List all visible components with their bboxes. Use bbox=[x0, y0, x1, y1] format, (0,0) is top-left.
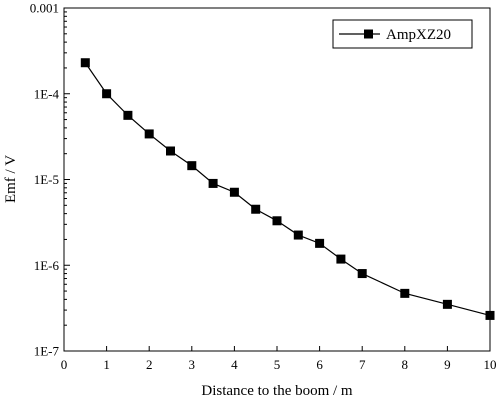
x-tick-label: 5 bbox=[274, 357, 281, 372]
series-layer bbox=[80, 58, 495, 320]
y-tick-label: 1E-5 bbox=[34, 172, 59, 187]
series-line bbox=[84, 62, 491, 317]
y-axis-title: Emf / V bbox=[3, 155, 19, 203]
y-tick-label: 1E-7 bbox=[34, 344, 60, 359]
data-point bbox=[102, 89, 112, 99]
data-point bbox=[80, 58, 90, 68]
data-point bbox=[123, 110, 133, 120]
data-point bbox=[336, 254, 346, 264]
x-tick-label: 6 bbox=[316, 357, 323, 372]
x-tick-label: 0 bbox=[61, 357, 68, 372]
legend-label: AmpXZ20 bbox=[386, 27, 451, 43]
x-tick-label: 1 bbox=[103, 357, 110, 372]
data-point bbox=[144, 129, 154, 139]
data-point bbox=[442, 299, 452, 309]
x-tick-label: 9 bbox=[444, 357, 451, 372]
data-point bbox=[208, 178, 218, 188]
x-tick-label: 4 bbox=[231, 357, 238, 372]
data-point bbox=[251, 204, 261, 214]
x-axis-title: Distance to the boom / m bbox=[201, 383, 353, 399]
plot-frame bbox=[63, 7, 491, 352]
data-point bbox=[293, 230, 303, 240]
data-point bbox=[166, 146, 175, 156]
data-point bbox=[315, 238, 325, 248]
data-point bbox=[272, 216, 282, 226]
data-point bbox=[229, 187, 239, 197]
x-tick-label: 3 bbox=[189, 357, 196, 372]
legend: AmpXZ20 bbox=[332, 19, 473, 49]
y-tick-label: 0.001 bbox=[30, 1, 59, 16]
y-tick-label: 1E-6 bbox=[34, 258, 60, 273]
y-tick-label: 1E-4 bbox=[34, 86, 60, 101]
x-tick-label: 2 bbox=[146, 357, 153, 372]
data-point bbox=[357, 269, 367, 279]
x-tick-label: 7 bbox=[359, 357, 366, 372]
x-tick-label: 10 bbox=[484, 357, 497, 372]
y-axis-ticks: 1E-7 1E-6 1E-5 1E-4 0.001 bbox=[30, 1, 70, 359]
data-point bbox=[187, 161, 197, 171]
legend-marker bbox=[364, 29, 373, 39]
data-point bbox=[400, 288, 410, 298]
x-axis-ticks: 0 1 2 3 4 5 6 7 8 9 10 bbox=[61, 346, 497, 372]
data-point bbox=[485, 310, 495, 320]
x-tick-label: 8 bbox=[402, 357, 409, 372]
